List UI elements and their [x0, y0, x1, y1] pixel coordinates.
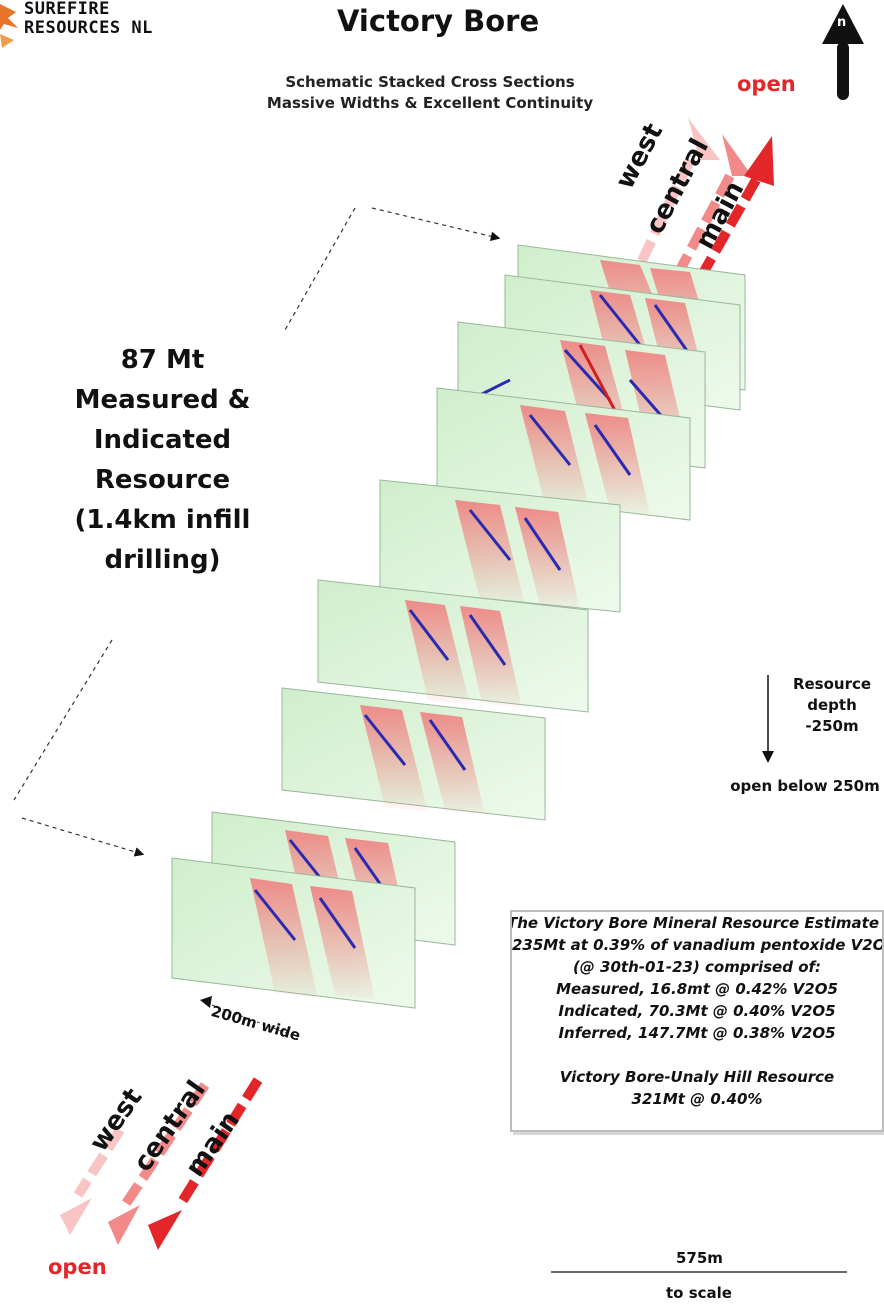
section-panel [436, 387, 691, 521]
subtitle-line-2: Massive Widths & Excellent Continuity [266, 94, 594, 112]
resource-depth-label: Resource depth -250m [782, 674, 882, 737]
page-title: Victory Bore [337, 4, 540, 38]
scale-length: 575m [676, 1249, 723, 1267]
resource-line-2: 235Mt at 0.39% of vanadium pentoxide V2O… [512, 936, 884, 954]
depth-line-3: -250m [805, 717, 859, 735]
resource-callout-line-5: (1.4km infill [74, 505, 251, 535]
top-direction-arrows [623, 118, 774, 303]
resource-estimate-box: The Victory Bore Mineral Resource Estima… [510, 910, 884, 1132]
width-arrow-icon [200, 996, 293, 1036]
dashed-guides [13, 207, 501, 857]
north-arrow-icon [822, 4, 864, 100]
depth-line-2: depth [807, 696, 857, 714]
open-below-label: open below 250m [730, 777, 880, 795]
section-panel [317, 579, 589, 713]
resource-line-9: 321Mt @ 0.40% [631, 1090, 763, 1108]
logo-name: SUREFIRE RESOURCES NL [24, 0, 153, 38]
open-label-top: open [737, 72, 796, 96]
resource-line-8: Victory Bore-Unaly Hill Resource [559, 1068, 835, 1086]
resource-callout-line-2: Measured & [74, 385, 251, 415]
logo-line-1: SUREFIRE [24, 0, 110, 19]
scale-caption: to scale [666, 1284, 732, 1302]
section-panel [379, 479, 621, 613]
subtitle-line-1: Schematic Stacked Cross Sections [285, 73, 575, 91]
resource-callout-line-4: Resource [94, 465, 231, 495]
resource-line-3: (@ 30th-01-23) comprised of: [572, 958, 822, 976]
section-stack [171, 244, 746, 1009]
resource-line-4: Measured, 16.8mt @ 0.42% V2O5 [556, 980, 838, 998]
resource-callout-line-6: drilling) [104, 545, 221, 575]
resource-line-7 [512, 1044, 882, 1066]
logo-icon [0, 4, 18, 48]
resource-callout-line-1: 87 Mt [120, 345, 205, 375]
subtitle: Schematic Stacked Cross Sections Massive… [220, 72, 640, 114]
resource-line-6: Inferred, 147.7Mt @ 0.38% V2O5 [558, 1024, 836, 1042]
open-label-bottom: open [48, 1255, 107, 1279]
resource-callout: 87 Mt Measured & Indicated Resource (1.4… [40, 340, 285, 580]
resource-callout-line-3: Indicated [93, 425, 232, 455]
resource-line-1: The Victory Bore Mineral Resource Estima… [510, 914, 880, 932]
depth-line-1: Resource [792, 675, 872, 693]
logo-line-2: RESOURCES NL [24, 18, 153, 38]
resource-line-5: Indicated, 70.3Mt @ 0.40% V2O5 [558, 1002, 836, 1020]
north-letter: n [837, 15, 847, 30]
bottom-direction-arrows [60, 1077, 263, 1250]
section-panel [281, 687, 546, 821]
section-panel [171, 857, 416, 1009]
